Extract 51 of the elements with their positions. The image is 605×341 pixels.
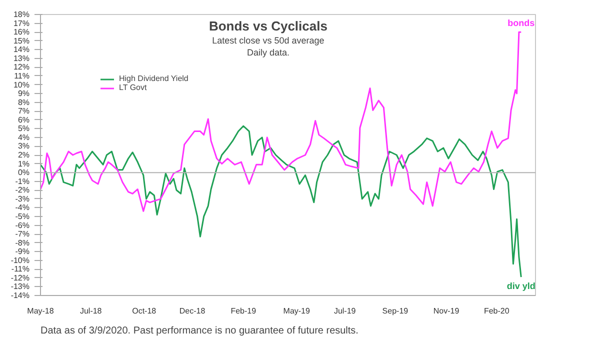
y-tick-label: 13% xyxy=(13,54,30,63)
chart-title: Bonds vs Cyclicals xyxy=(208,18,328,34)
y-tick-label: 5% xyxy=(18,124,30,134)
x-tick-label: Nov-19 xyxy=(433,306,460,316)
y-tick-label: -9% xyxy=(15,247,30,256)
y-tick-label: 14% xyxy=(13,45,30,54)
x-tick-label: Feb-20 xyxy=(484,306,510,316)
x-tick-label: Jul-19 xyxy=(334,306,356,316)
y-tick-label: -8% xyxy=(15,238,30,248)
y-tick-label: 2% xyxy=(18,150,30,160)
y-tick-label: 8% xyxy=(18,98,30,107)
y-tick-label: -6% xyxy=(15,220,30,230)
y-tick-label: -3% xyxy=(15,194,30,204)
x-tick-label: Dec-18 xyxy=(179,306,206,316)
y-tick-label: -14% xyxy=(10,291,30,300)
y-tick-label: -13% xyxy=(10,282,30,292)
legend-label: High Dividend Yield xyxy=(119,74,188,83)
y-tick-label: -7% xyxy=(15,230,30,239)
y-tick-label: 15% xyxy=(13,36,30,46)
y-tick-label: 18% xyxy=(13,10,30,19)
y-tick-label: 6% xyxy=(18,115,30,124)
y-tick-label: -11% xyxy=(11,264,30,274)
y-tick-label: 4% xyxy=(18,132,30,142)
x-tick-label: May-18 xyxy=(27,306,54,316)
y-tick-label: -1% xyxy=(15,176,30,186)
x-tick-label: Sep-19 xyxy=(382,306,409,316)
y-tick-label: 7% xyxy=(18,106,30,116)
text: Latest close vs 50d average Daily data. xyxy=(212,36,324,58)
x-tick-label: Oct-18 xyxy=(132,306,157,316)
x-tick-label: May-19 xyxy=(283,306,311,316)
annotation: div yld xyxy=(506,281,536,292)
y-tick-label: 16% xyxy=(13,28,30,37)
y-tick-label: 9% xyxy=(18,89,30,98)
y-tick-label: -2% xyxy=(15,186,30,195)
y-tick-label: 3% xyxy=(18,142,30,151)
annotation: bonds xyxy=(508,18,535,28)
line-series xyxy=(40,125,522,278)
y-tick-label: 17% xyxy=(13,18,30,28)
y-tick-label: 12% xyxy=(13,62,30,72)
y-tick-label: -4% xyxy=(15,203,30,212)
y-tick-label: -12% xyxy=(10,273,30,282)
x-tick-label: Jul-18 xyxy=(80,306,102,316)
y-tick-label: 0% xyxy=(18,168,30,178)
y-tick-label: 10% xyxy=(13,80,30,90)
y-tick-label: 11% xyxy=(14,71,30,80)
x-tick-label: Feb-19 xyxy=(230,306,257,316)
legend-label: LT Govt xyxy=(119,83,147,92)
y-tick-label: 1% xyxy=(18,159,30,168)
y-tick-label: -5% xyxy=(15,212,30,221)
y-tick-label: -10% xyxy=(10,256,30,265)
text: Data as of 3/9/2020. Past performance is no guarantee of future results. xyxy=(40,326,358,336)
